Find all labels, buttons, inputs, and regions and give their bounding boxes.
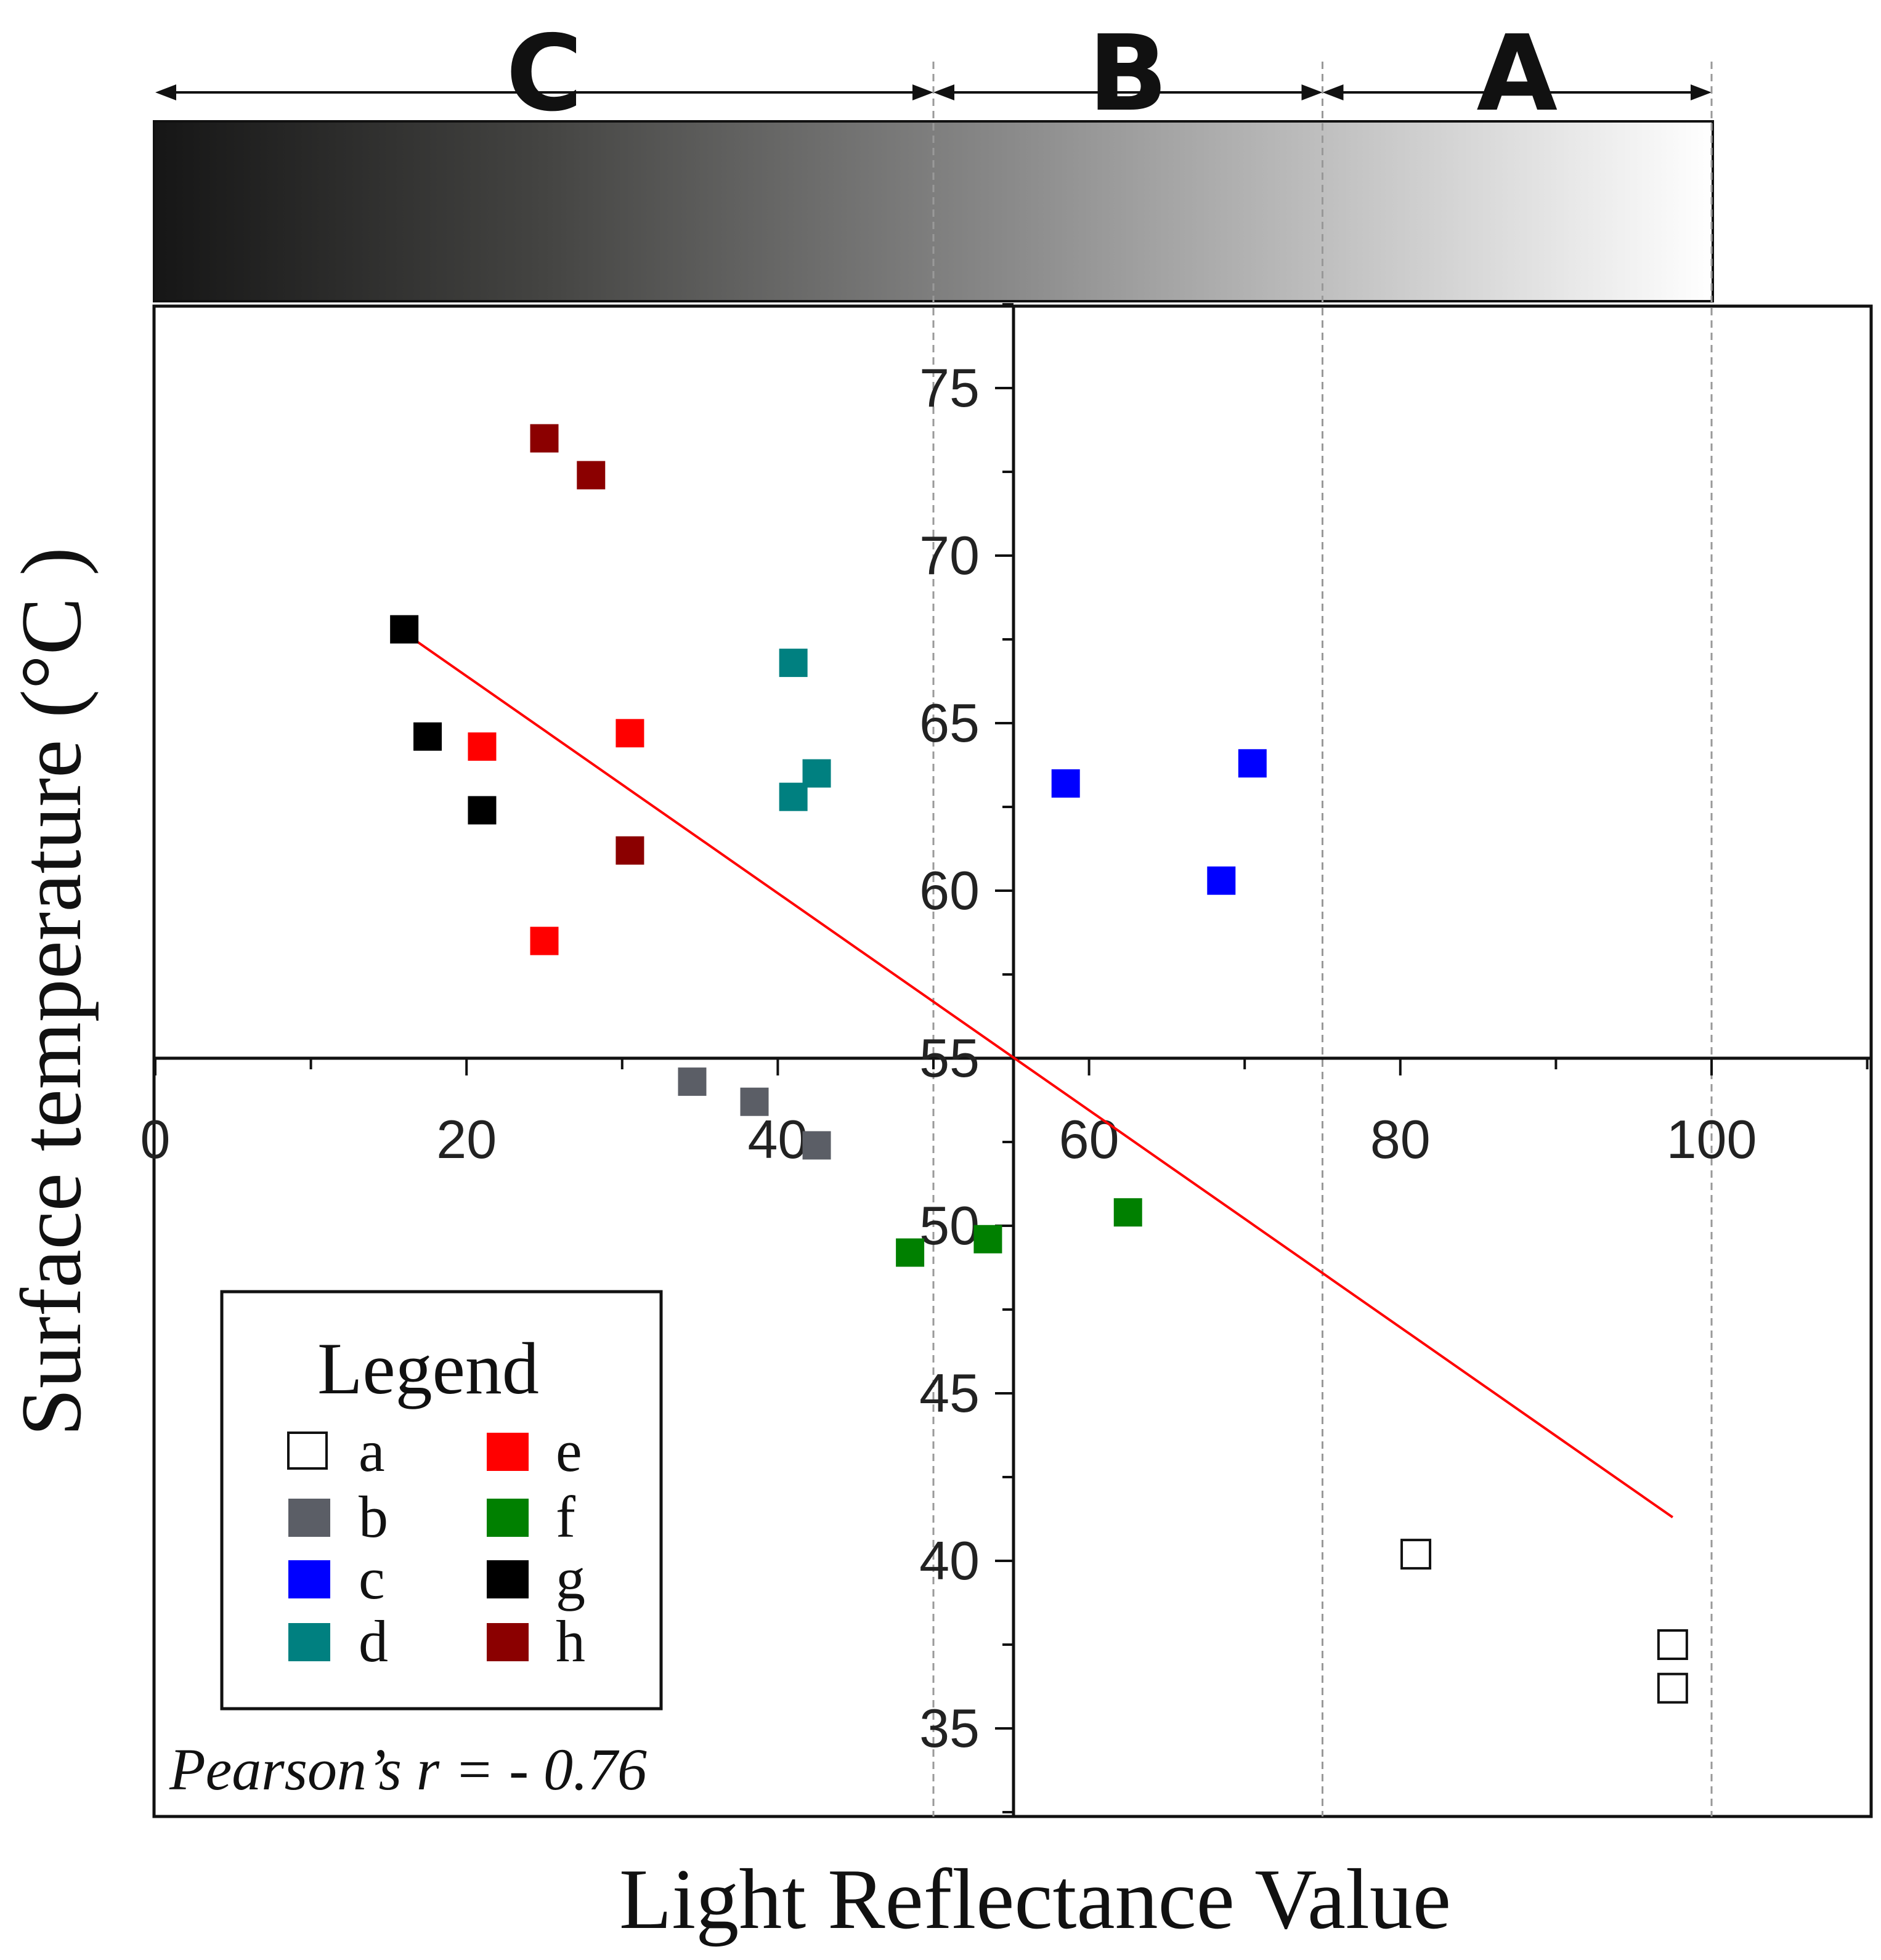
point-g-1 (390, 615, 419, 644)
legend-label-b: b (359, 1484, 388, 1550)
zone-arrowhead-right-B (1301, 84, 1323, 100)
point-h-3 (615, 836, 644, 865)
legend-label-e: e (556, 1418, 582, 1484)
legend-swatch-f (487, 1499, 529, 1537)
legend-swatch-e (487, 1433, 529, 1471)
zone-arrowhead-right-C (912, 84, 933, 100)
point-c-2 (1207, 866, 1236, 895)
y-tick-label-70: 70 (919, 525, 980, 586)
legend-label-a: a (359, 1418, 385, 1484)
point-g-2 (413, 722, 442, 751)
legend-swatch-h (487, 1623, 529, 1661)
point-h-2 (577, 461, 606, 490)
legend-swatch-a (287, 1432, 328, 1470)
zone-label-B: B (1088, 13, 1168, 135)
regression-trendline (404, 631, 1673, 1518)
point-c-1 (1051, 769, 1080, 798)
point-b-3 (802, 1131, 831, 1160)
x-tick-label-20: 20 (436, 1109, 497, 1170)
point-a-3 (1657, 1672, 1688, 1704)
x-tick-label-60: 60 (1059, 1109, 1119, 1170)
point-f-3 (1113, 1198, 1142, 1227)
legend-label-g: g (556, 1545, 585, 1611)
point-b-2 (740, 1087, 769, 1116)
y-tick-label-55: 55 (919, 1027, 980, 1088)
point-d-1 (779, 649, 808, 678)
y-tick-label-50: 50 (919, 1195, 980, 1256)
y-tick-label-75: 75 (919, 357, 980, 418)
legend-label-c: c (359, 1545, 385, 1611)
legend-swatch-g (487, 1560, 529, 1598)
point-e-3 (530, 926, 559, 955)
y-tick-label-60: 60 (919, 860, 980, 921)
point-f-1 (896, 1238, 925, 1267)
point-d-3 (802, 759, 831, 788)
zone-arrowhead-left-C (155, 84, 176, 100)
x-tick-label-100: 100 (1667, 1109, 1757, 1170)
zone-arrowhead-right-A (1691, 84, 1712, 100)
x-tick-label-40: 40 (747, 1109, 808, 1170)
legend-swatch-c (288, 1560, 330, 1598)
point-f-2 (973, 1225, 1002, 1253)
zone-label-A: A (1476, 13, 1558, 135)
axes: 0 20 40 60 80 100 35 40 45 50 55 60 65 70 75 (140, 303, 1871, 1816)
point-g-3 (468, 796, 497, 825)
point-a-2 (1657, 1629, 1688, 1660)
point-b-1 (678, 1067, 707, 1096)
point-c-3 (1238, 749, 1267, 778)
x-axis-title: Light Reflectance Value (619, 1852, 1451, 1947)
data-points (390, 424, 1688, 1704)
point-e-1 (468, 732, 497, 761)
legend-title: Legend (317, 1327, 539, 1409)
point-e-2 (615, 719, 644, 748)
zone-label-C: C (506, 13, 583, 135)
legend-label-d: d (359, 1608, 388, 1674)
y-tick-label-35: 35 (919, 1698, 980, 1759)
legend-label-h: h (556, 1608, 585, 1674)
legend-label-f: f (556, 1484, 575, 1550)
y-tick-label-65: 65 (919, 692, 980, 753)
y-tick-label-40: 40 (919, 1530, 980, 1591)
x-tick-label-80: 80 (1370, 1109, 1431, 1170)
pearson-annotation: Pearson’s r = - 0.76 (169, 1736, 647, 1802)
zone-arrowhead-left-A (1322, 84, 1344, 100)
x-tick-label-0: 0 (140, 1109, 171, 1170)
legend-swatch-b (288, 1499, 330, 1537)
legend-swatch-d (288, 1623, 330, 1661)
zone-arrowhead-left-B (933, 84, 954, 100)
point-a-1 (1400, 1539, 1432, 1570)
y-tick-label-45: 45 (919, 1363, 980, 1423)
zone-boundary-lines (932, 62, 1713, 1816)
y-axis-title: Surface temperature (°C ) (4, 547, 99, 1436)
point-h-1 (530, 424, 559, 453)
